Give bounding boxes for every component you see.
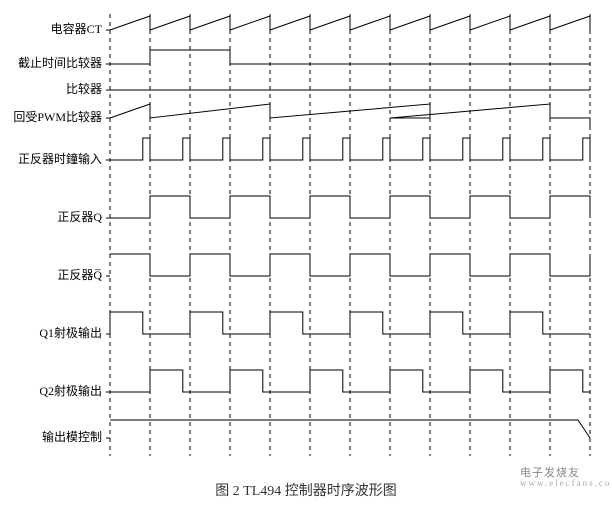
wave-ff-q [110, 196, 590, 218]
wave-q1-emitter [110, 312, 590, 334]
label-ff-qbar: 正反器Q̅ [0, 266, 102, 283]
label-comparator: 比较器 [0, 80, 102, 97]
wave-ff-qbar [110, 254, 590, 276]
label-deadtime-comp: 截止时间比较器 [0, 54, 102, 71]
watermark-line2: www.elecfans.com [520, 478, 612, 488]
label-ff-q: 正反器Q [0, 208, 102, 225]
wave-pwm-comp [110, 104, 590, 129]
label-ff-clock: 正反器时鐘输入 [0, 150, 102, 167]
label-pwm-comp: 回受PWM比较器 [0, 108, 102, 125]
wave-ff-clock [110, 138, 590, 160]
label-output-ctrl: 输出模控制 [0, 428, 102, 445]
wave-ct [110, 16, 590, 30]
wave-q2-emitter [110, 370, 590, 392]
label-ct: 电容器CT [0, 20, 102, 37]
label-q2-emitter: Q2射极输出 [0, 382, 102, 399]
timing-diagram-page: 电容器CT 截止时间比较器比较器回受PWM比较器正反器时鐘输入正反器Q 正反器Q̅ Q… [0, 0, 612, 508]
label-q1-emitter: Q1射极输出 [0, 324, 102, 341]
